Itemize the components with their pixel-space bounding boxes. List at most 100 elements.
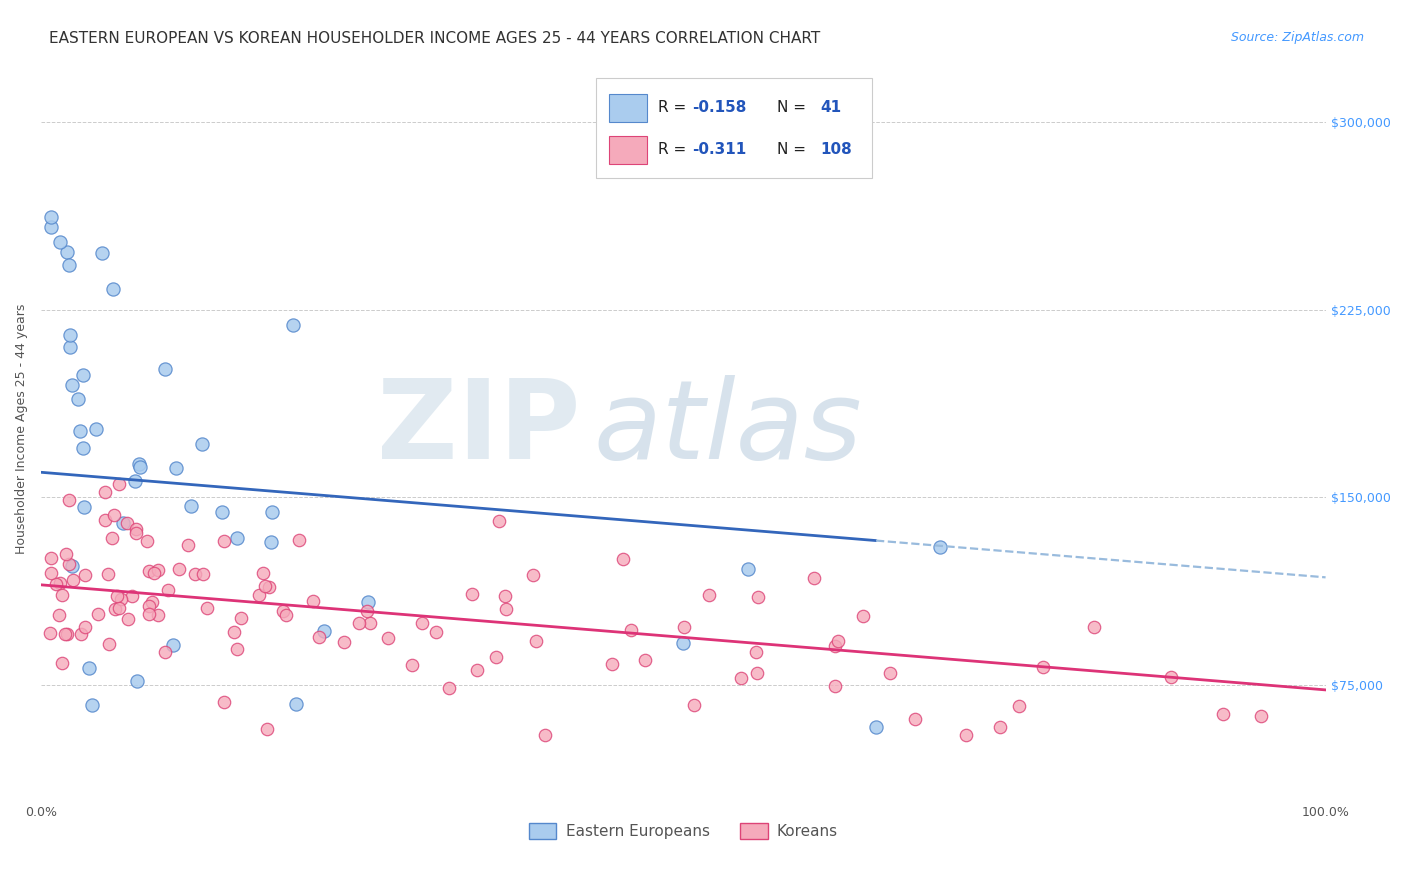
Point [1008,699,1031,714]
Point [803,571,825,585]
Point [247,588,270,602]
Point [600,657,623,672]
Point [495,601,517,615]
Point [124,474,146,488]
Point [167,562,190,576]
Point [359,616,381,631]
Point [115,516,138,530]
Point [257,580,280,594]
Point [672,620,695,634]
Point [465,663,488,677]
Point [256,722,278,736]
Point [302,594,325,608]
Point [191,437,214,451]
Point [155,361,177,376]
Point [165,461,187,475]
Point [48,235,70,250]
Point [852,609,875,624]
Point [193,566,215,581]
Point [747,590,769,604]
Point [72,441,94,455]
Point [283,318,305,332]
Point [84,422,107,436]
Point [138,564,160,578]
Point [146,607,169,622]
Point [254,579,277,593]
Point [148,563,170,577]
Point [58,492,80,507]
Point [534,728,557,742]
Point [955,728,977,742]
Point [59,327,82,342]
Point [67,392,90,407]
Point [747,666,769,681]
Point [138,599,160,613]
Point [1083,620,1105,634]
Text: 108: 108 [821,142,852,157]
Text: N =: N = [778,142,811,157]
Point [212,534,235,549]
Point [252,566,274,580]
Point [94,484,117,499]
Point [1160,670,1182,684]
Text: N =: N = [778,101,811,115]
Point [332,634,354,648]
Legend: Eastern Europeans, Koreans: Eastern Europeans, Koreans [523,817,844,845]
Point [60,559,83,574]
Point [51,588,73,602]
Point [1250,708,1272,723]
Point [93,513,115,527]
Point [222,624,245,639]
Point [425,625,447,640]
Point [73,500,96,514]
Point [697,588,720,602]
Point [135,533,157,548]
Point [110,591,132,606]
Point [58,258,80,272]
Point [226,531,249,545]
Point [1032,660,1054,674]
Point [682,698,704,712]
Point [411,616,433,631]
Text: Source: ZipAtlas.com: Source: ZipAtlas.com [1230,31,1364,45]
FancyBboxPatch shape [609,136,647,164]
Point [72,368,94,383]
FancyBboxPatch shape [609,94,647,122]
Point [524,633,547,648]
Point [180,499,202,513]
Point [461,587,484,601]
Point [128,457,150,471]
Point [90,246,112,260]
Point [288,533,311,548]
Point [77,661,100,675]
Point [827,634,849,648]
Point [60,377,83,392]
Point [87,607,110,622]
Point [824,639,846,653]
Point [211,505,233,519]
Point [39,566,62,580]
Point [55,547,77,561]
Point [51,656,73,670]
Point [70,627,93,641]
Point [117,612,139,626]
Point [59,340,82,354]
Point [285,697,308,711]
Point [1212,706,1234,721]
Point [97,637,120,651]
Point [138,607,160,621]
Text: 41: 41 [821,101,842,115]
Point [97,567,120,582]
Point [737,561,759,575]
Point [49,575,72,590]
Point [105,590,128,604]
Point [80,698,103,713]
Point [260,505,283,519]
Point [111,516,134,531]
Point [104,601,127,615]
Point [141,594,163,608]
Point [56,245,79,260]
Point [39,625,62,640]
Point [229,611,252,625]
Text: R =: R = [658,101,690,115]
